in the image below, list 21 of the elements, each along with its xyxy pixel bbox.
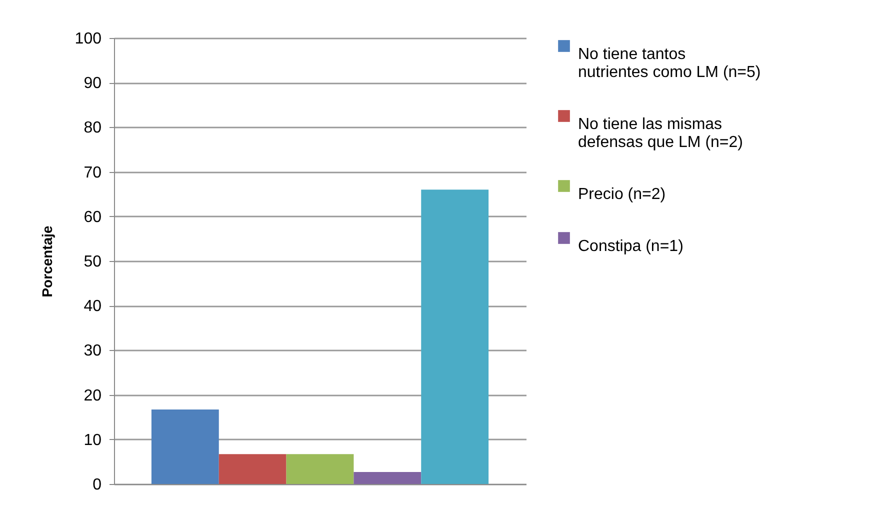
y-tick-label: 70 — [84, 164, 102, 182]
bar — [218, 454, 286, 484]
bar — [421, 190, 489, 484]
y-tick-label: 50 — [84, 254, 102, 270]
legend-label: Constipa (n=1) — [578, 238, 684, 255]
y-tick-label: 30 — [84, 342, 102, 360]
y-tick-label: 0 — [92, 476, 102, 494]
y-tick-label: 90 — [84, 75, 102, 92]
y-tick-label: 80 — [84, 120, 102, 137]
y-tick-label: 40 — [84, 298, 102, 316]
bar — [354, 472, 422, 484]
y-tick-label: 10 — [84, 432, 102, 449]
y-axis-title: Porcentaje — [38, 225, 55, 298]
legend-label: Precio (n=2) — [578, 186, 666, 203]
legend-label: No tiene tantos nutrientes como LM (n=5) — [578, 46, 761, 81]
legend-label: No tiene las mismas defensas que LM (n=2) — [578, 116, 743, 151]
y-tick-label: 20 — [84, 387, 102, 404]
y-tick-label: 60 — [84, 208, 102, 226]
bar — [151, 410, 219, 484]
bar — [286, 454, 354, 484]
y-tick-label: 100 — [74, 30, 102, 48]
